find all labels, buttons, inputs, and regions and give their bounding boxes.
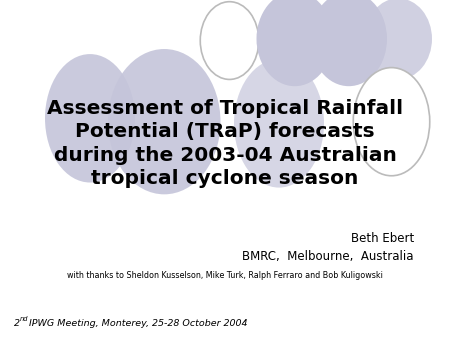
Ellipse shape — [200, 2, 259, 79]
Ellipse shape — [234, 59, 324, 188]
Text: IPWG Meeting, Monterey, 25-28 October 2004: IPWG Meeting, Monterey, 25-28 October 20… — [26, 319, 248, 328]
Ellipse shape — [310, 0, 387, 86]
Ellipse shape — [364, 0, 432, 79]
Ellipse shape — [45, 54, 135, 183]
Text: BMRC,  Melbourne,  Australia: BMRC, Melbourne, Australia — [243, 250, 414, 263]
Text: Beth Ebert: Beth Ebert — [351, 232, 414, 245]
Text: with thanks to Sheldon Kusselson, Mike Turk, Ralph Ferraro and Bob Kuligowski: with thanks to Sheldon Kusselson, Mike T… — [67, 271, 383, 280]
Text: 2: 2 — [14, 319, 19, 328]
Ellipse shape — [256, 0, 333, 86]
Text: nd: nd — [19, 316, 28, 322]
Ellipse shape — [108, 49, 220, 194]
Ellipse shape — [353, 68, 430, 176]
Text: Assessment of Tropical Rainfall
Potential (TRaP) forecasts
during the 2003-04 Au: Assessment of Tropical Rainfall Potentia… — [47, 99, 403, 188]
